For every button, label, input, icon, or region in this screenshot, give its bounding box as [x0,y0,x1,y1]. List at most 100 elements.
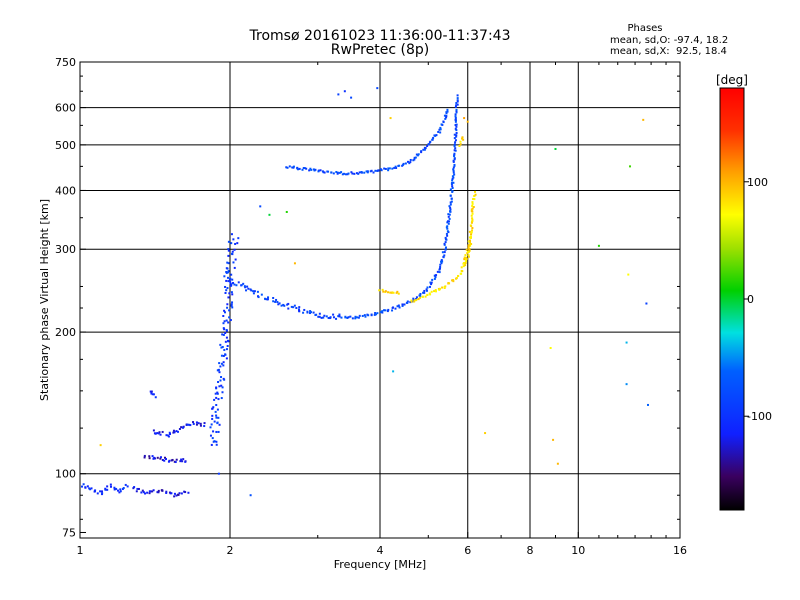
echo-point [222,354,225,357]
echo-point [394,165,397,168]
echo-point [188,423,191,426]
echo-point [444,241,447,244]
echo-point [383,167,386,170]
echo-point [222,315,225,318]
echo-point [455,111,458,114]
echo-point [244,286,247,289]
echo-point [376,312,379,315]
echo-point [452,168,455,171]
echo-point [230,283,233,286]
echo-point [224,332,227,335]
echo-point [234,258,237,261]
echo-point [233,248,236,251]
echo-point [406,300,409,303]
echo-point [415,299,418,302]
echo-point [381,288,384,291]
echo-point [338,313,341,316]
echo-point [224,311,227,314]
echo-point [473,198,476,201]
echo-point [445,111,448,114]
echo-point [278,302,281,305]
echo-point [350,171,353,174]
echo-point [381,311,384,314]
echo-point [456,94,459,97]
echo-point [420,151,423,154]
echo-point [412,159,415,162]
echo-point [189,424,192,427]
echo-point [220,384,223,387]
echo-point [317,170,320,173]
echo-point [413,300,416,303]
echo-point [472,205,475,208]
echo-point [464,261,467,264]
phase-stats-o: mean, sd,O: -97.4, 18.2 [610,35,728,46]
echo-point [184,460,187,463]
echo-point [337,93,340,96]
echo-point [203,422,206,425]
echo-point [314,168,317,171]
echo-point [101,492,104,495]
echo-point [438,287,441,290]
echo-point [329,317,332,320]
echo-point [151,490,154,493]
echo-point [392,291,395,294]
echo-point [157,432,160,435]
echo-point [444,246,447,249]
echo-point [455,134,458,137]
echo-point [419,296,422,299]
echo-point [415,153,418,156]
echo-point [463,262,466,265]
echo-point [455,131,458,134]
colorbar-tick-label: 100 [747,176,768,189]
echo-point [308,169,311,172]
echo-point [408,162,411,165]
echo-point [394,307,397,310]
echo-point [172,431,175,434]
echo-point [466,252,469,255]
echo-point [149,390,152,393]
echo-point [135,490,138,493]
echo-point [303,308,306,311]
echo-point [397,304,400,307]
echo-point [451,190,454,193]
echo-point [354,317,357,320]
echo-point [468,249,471,252]
echo-point [286,303,289,306]
echo-point [218,423,221,426]
echo-point [452,160,455,163]
echo-points [80,87,649,498]
echo-point [456,103,459,106]
echo-point [471,218,474,221]
echo-point [159,433,162,436]
echo-point [446,220,449,223]
echo-point [429,293,432,296]
grid-lines [80,62,680,538]
y-tick-label: 100 [55,468,76,481]
echo-point [322,316,325,319]
echo-point [318,312,321,315]
echo-point [434,134,437,137]
echo-point [365,170,368,173]
echo-point [166,434,169,437]
echo-point [468,248,471,251]
echo-point [464,254,467,257]
echo-point [444,236,447,239]
echo-point [426,145,429,148]
echo-point [290,305,293,308]
echo-point [309,167,312,170]
echo-point [402,162,405,165]
echo-point [467,247,470,250]
echo-point [439,126,442,129]
echo-point [423,291,426,294]
echo-point [439,128,442,131]
echo-point [323,314,326,317]
echo-point [471,217,474,220]
echo-point [219,343,222,346]
echo-point [226,271,229,274]
echo-point [335,317,338,320]
echo-point [374,312,377,315]
echo-point [384,309,387,312]
echo-point [154,396,157,399]
echo-point [454,147,457,150]
x-tick-label: 4 [377,544,384,557]
